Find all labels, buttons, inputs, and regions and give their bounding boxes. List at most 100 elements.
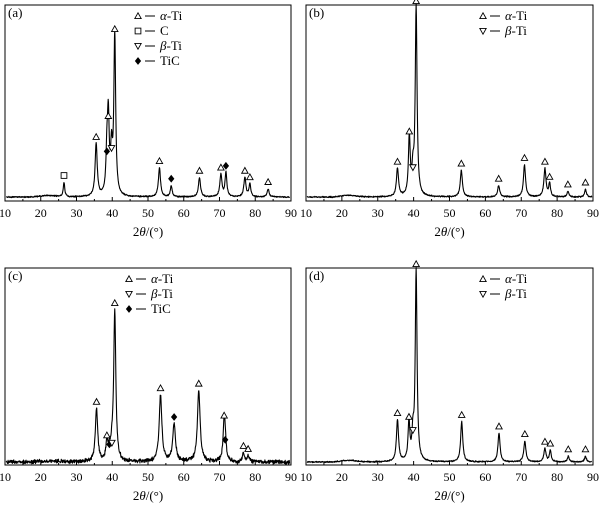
peak-marker-triangle-up: [545, 172, 554, 180]
legend-entry: TiC: [151, 301, 171, 316]
x-axis-label: 2θ/(°): [434, 224, 464, 239]
x-tick-label: 90: [587, 206, 599, 220]
peak-marker-triangle-up: [494, 174, 503, 182]
x-tick-label: 60: [479, 206, 491, 220]
legend-entry: β-Ti: [150, 286, 173, 301]
peak-marker-triangle-down: [107, 145, 116, 153]
peak-marker-triangle-up: [92, 397, 101, 405]
plot-frame: [4, 267, 292, 466]
x-tick-label: 20: [35, 470, 47, 484]
x-axis-label: 2θ/(°): [133, 224, 163, 239]
peak-marker-triangle-up: [520, 153, 529, 161]
peak-marker-triangle-up: [540, 437, 549, 445]
peak-marker-triangle-up: [564, 445, 573, 453]
x-tick-label: 80: [551, 470, 563, 484]
x-tick-label: 10: [0, 206, 11, 220]
peak-marker-triangle-up: [520, 429, 529, 437]
peak-marker-triangle-up: [110, 298, 119, 307]
legend-entry: α-Ti: [505, 271, 528, 286]
peak-marker-triangle-up: [581, 445, 590, 453]
x-tick-label: 40: [408, 206, 420, 220]
x-tick-label: 90: [285, 206, 297, 220]
peak-marker-triangle-up: [404, 412, 413, 420]
peak-marker-triangle-up: [393, 408, 402, 416]
peak-marker-triangle-up: [563, 180, 572, 188]
peak-marker-triangle-up: [393, 157, 402, 165]
x-tick-label: 50: [444, 470, 456, 484]
legend-entry: β-Ti: [159, 38, 182, 53]
x-axis-label: 2θ/(°): [133, 488, 163, 503]
peak-marker-triangle-up: [110, 24, 119, 33]
x-tick-label: 80: [249, 206, 261, 220]
x-tick-label: 30: [372, 470, 384, 484]
peak-marker-triangle-up: [240, 166, 249, 174]
legend-entry: α-Ti: [151, 271, 174, 286]
peak-marker-triangle-down: [408, 164, 417, 172]
peak-marker-triangle-up: [220, 411, 229, 419]
chart-panel: (b) 10 20 30 40 50 60 70 80 90 2θ/(°) α-Tiβ-Ti: [300, 0, 599, 239]
peak-marker-triangle-up: [412, 0, 421, 5]
legend-marker-square: [134, 27, 142, 35]
peak-marker-triangle-up: [216, 163, 225, 171]
x-tick-label: 20: [336, 470, 348, 484]
x-tick-label: 10: [300, 206, 312, 220]
peak-marker-triangle-up: [495, 422, 503, 430]
chart-panel: (d) 10 20 30 40 50 60 70 80 90 2θ/(°) α-Tiβ-Ti: [300, 259, 599, 503]
peak-marker-square: [60, 172, 68, 179]
peak-marker-diamond: [222, 435, 229, 444]
legend-marker-triangle-down: [479, 27, 487, 36]
peak-marker-diamond: [168, 174, 175, 183]
panel-label: (d): [309, 268, 324, 283]
x-tick-label: 50: [142, 470, 154, 484]
peak-marker-triangle-up: [546, 439, 555, 447]
x-tick-label: 50: [444, 206, 456, 220]
x-tick-label: 90: [587, 470, 599, 484]
x-tick-label: 30: [71, 206, 83, 220]
panel-label: (b): [309, 5, 324, 20]
legend-marker-diamond: [134, 57, 142, 65]
x-tick-label: 80: [249, 470, 261, 484]
legend-entry: C: [160, 23, 169, 38]
panel-label: (c): [8, 268, 22, 283]
legend-entry: α-Ti: [505, 8, 528, 23]
x-tick-label: 60: [178, 206, 190, 220]
legend-marker-triangle-up: [134, 11, 142, 20]
legend-marker-triangle-up: [125, 274, 133, 283]
peak-marker-triangle-up: [102, 431, 111, 439]
peak-marker-diamond: [222, 161, 230, 170]
peak-marker-triangle-up: [245, 172, 254, 181]
x-tick-label: 70: [515, 470, 527, 484]
peak-marker-triangle-up: [457, 159, 466, 167]
xrd-trace: [5, 28, 291, 199]
peak-marker-triangle-up: [195, 166, 204, 174]
x-tick-label: 10: [0, 470, 11, 484]
x-tick-label: 30: [71, 470, 83, 484]
legend-marker-triangle-up: [479, 274, 487, 283]
x-tick-label: 40: [106, 206, 118, 220]
x-tick-label: 20: [336, 206, 348, 220]
x-axis-label: 2θ/(°): [434, 488, 464, 503]
x-tick-label: 40: [408, 470, 420, 484]
x-tick-label: 20: [35, 206, 47, 220]
peak-marker-triangle-up: [405, 127, 414, 135]
plot-frame: [4, 4, 292, 202]
legend-marker-triangle-up: [479, 11, 487, 20]
peak-marker-triangle-up: [244, 444, 253, 452]
x-tick-label: 60: [479, 470, 491, 484]
peak-marker-triangle-up: [457, 410, 466, 418]
x-tick-label: 90: [285, 470, 297, 484]
legend-marker-triangle-down: [125, 290, 133, 299]
peak-marker-triangle-up: [540, 157, 549, 165]
legend-entry: β-Ti: [504, 23, 527, 38]
x-tick-label: 40: [106, 470, 118, 484]
xrd-trace: [306, 3, 593, 199]
x-tick-label: 70: [214, 206, 226, 220]
legend-marker-triangle-down: [479, 290, 487, 299]
x-tick-label: 10: [300, 470, 312, 484]
panel-label: (a): [8, 5, 22, 20]
peak-marker-triangle-up: [104, 111, 113, 119]
peak-marker-triangle-up: [194, 379, 203, 387]
peak-marker-triangle-up: [412, 259, 421, 268]
